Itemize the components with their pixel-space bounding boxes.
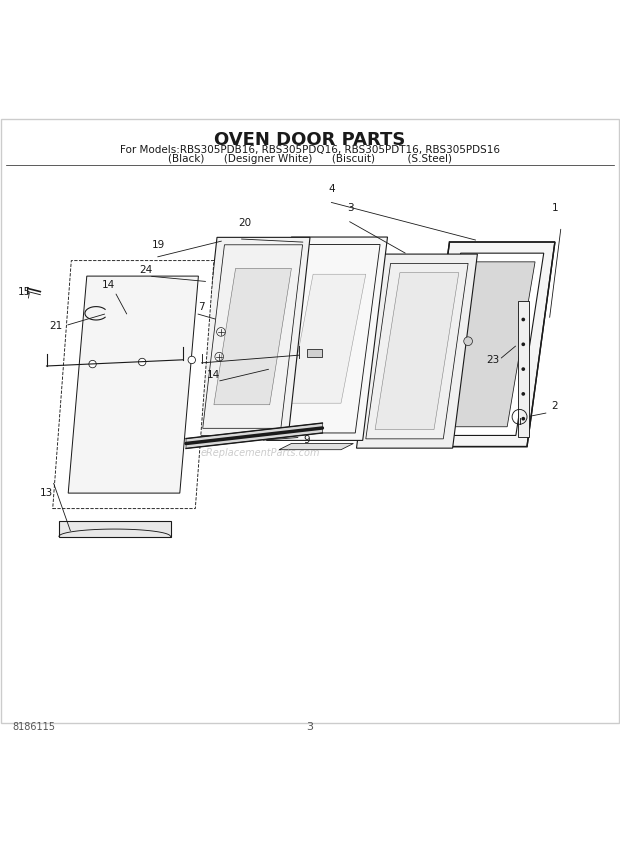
Text: 21: 21 (49, 321, 63, 330)
Text: 1: 1 (552, 203, 558, 213)
Polygon shape (267, 237, 388, 440)
Circle shape (521, 392, 525, 395)
Text: For Models:RBS305PDB16, RBS305PDQ16, RBS305PDT16, RBS305PDS16: For Models:RBS305PDB16, RBS305PDQ16, RBS… (120, 146, 500, 155)
Polygon shape (356, 254, 477, 449)
Text: eReplacementParts.com: eReplacementParts.com (201, 448, 320, 458)
Polygon shape (68, 276, 198, 493)
Circle shape (89, 360, 96, 368)
Text: 2: 2 (552, 401, 558, 411)
Polygon shape (59, 521, 170, 537)
Polygon shape (375, 273, 459, 430)
Polygon shape (53, 260, 214, 508)
Text: 13: 13 (40, 488, 53, 498)
Text: (Black)      (Designer White)      (Biscuit)          (S.Steel): (Black) (Designer White) (Biscuit) (S.St… (168, 154, 452, 163)
Circle shape (521, 367, 525, 371)
Polygon shape (433, 253, 544, 436)
Polygon shape (288, 274, 366, 403)
Circle shape (521, 417, 525, 420)
Text: 7: 7 (198, 302, 205, 312)
Text: 14: 14 (207, 371, 221, 380)
Circle shape (521, 318, 525, 321)
Text: 20: 20 (238, 218, 252, 229)
Text: 15: 15 (18, 287, 32, 296)
Polygon shape (195, 237, 310, 436)
Circle shape (521, 342, 525, 346)
Circle shape (188, 356, 195, 364)
Text: 23: 23 (486, 354, 500, 365)
Polygon shape (186, 423, 322, 449)
Polygon shape (441, 262, 535, 427)
Text: 9: 9 (304, 436, 310, 445)
Text: 8186115: 8186115 (12, 722, 55, 732)
Polygon shape (214, 268, 291, 405)
Circle shape (138, 359, 146, 366)
Bar (307, 349, 322, 357)
Text: 24: 24 (139, 265, 153, 275)
Circle shape (464, 337, 472, 346)
Polygon shape (279, 443, 353, 449)
Text: 3: 3 (347, 203, 353, 213)
Polygon shape (422, 242, 555, 447)
Text: OVEN DOOR PARTS: OVEN DOOR PARTS (215, 131, 405, 149)
Text: 3: 3 (306, 722, 314, 732)
Bar (518, 301, 529, 437)
Text: 19: 19 (151, 240, 165, 250)
Text: 14: 14 (102, 281, 115, 290)
Text: 4: 4 (329, 184, 335, 194)
